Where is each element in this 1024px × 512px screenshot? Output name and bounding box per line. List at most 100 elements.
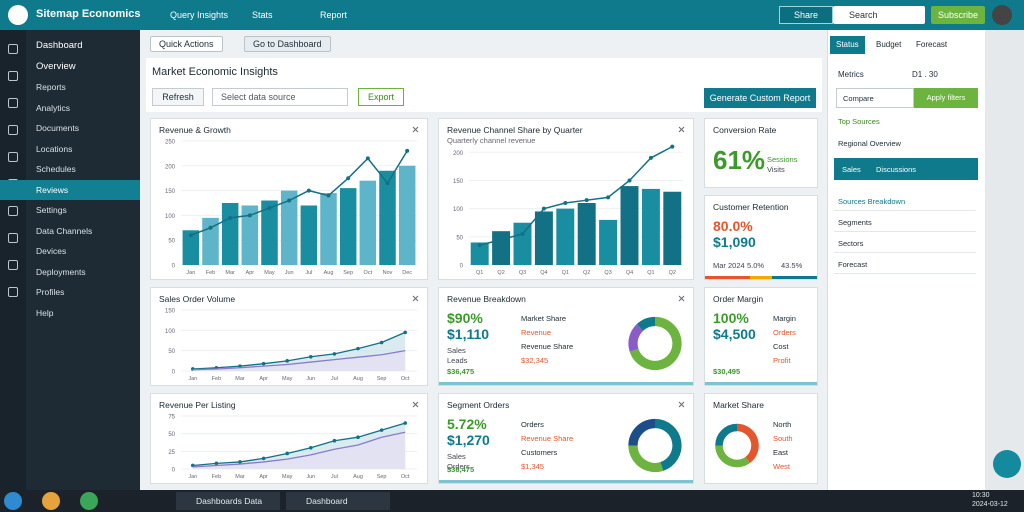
nav-item[interactable]: Query Insights bbox=[170, 10, 229, 20]
kpi-row: Leads bbox=[447, 356, 468, 365]
sidebar-item[interactable]: Schedules bbox=[36, 164, 76, 174]
sidebar-item[interactable]: Profiles bbox=[36, 287, 65, 297]
bar bbox=[379, 170, 396, 265]
logo bbox=[8, 5, 28, 25]
nav-item[interactable]: Stats bbox=[252, 10, 273, 20]
app-icon[interactable] bbox=[80, 492, 98, 510]
bar bbox=[280, 190, 298, 265]
sidebar-item[interactable]: Overview bbox=[36, 60, 76, 72]
bar bbox=[492, 231, 511, 265]
y-tick-label: 150 bbox=[165, 189, 176, 195]
card-title: Revenue Breakdown bbox=[447, 294, 526, 304]
x-tick-label: Nov bbox=[383, 270, 393, 276]
trend-point bbox=[520, 232, 525, 236]
y-tick-label: 200 bbox=[165, 164, 176, 170]
refresh-button[interactable]: Refresh bbox=[152, 88, 204, 106]
kpi-side: Sessions bbox=[767, 155, 798, 164]
task-item[interactable]: Dashboards Data bbox=[176, 492, 280, 510]
x-tick-label: Feb bbox=[212, 376, 221, 382]
card: 0 50 100 150 200 Q1 Q2 Q3 Q4 Q1 Q2 Q3 Q4 Q1 Q2 Revenue … bbox=[438, 118, 694, 280]
sidebar-item[interactable]: Devices bbox=[36, 246, 67, 256]
kpi-label: Revenue bbox=[521, 328, 552, 337]
y-tick-label: 50 bbox=[168, 239, 175, 245]
nav-item[interactable]: Report bbox=[320, 10, 348, 20]
trend-point bbox=[648, 155, 653, 160]
task-item[interactable]: Dashboard bbox=[286, 492, 390, 510]
share-button[interactable]: Share bbox=[779, 6, 833, 24]
kpi-label: Margin bbox=[773, 314, 796, 323]
x-tick-label: Apr bbox=[259, 474, 268, 480]
help-button[interactable] bbox=[993, 450, 1021, 478]
sidebar-item[interactable]: Reviews bbox=[0, 179, 140, 200]
card-title: Sales Order Volume bbox=[159, 294, 236, 304]
x-tick-label: Apr bbox=[259, 376, 268, 382]
tab[interactable]: Quick Actions bbox=[150, 36, 223, 52]
kpi-row: Orders bbox=[447, 462, 470, 471]
selected-row[interactable]: Sales Discussions bbox=[834, 158, 978, 180]
kpi-value: 100% bbox=[713, 310, 749, 326]
kpi-label: Market Share bbox=[521, 314, 567, 323]
kpi-foot: $30,495 bbox=[713, 367, 741, 376]
donut-segment bbox=[629, 316, 682, 371]
sidebar-icon bbox=[8, 125, 18, 135]
sidebar-item[interactable]: Data Channels bbox=[36, 225, 93, 236]
list-item[interactable]: Sources Breakdown bbox=[838, 197, 906, 206]
trend-point bbox=[606, 195, 611, 200]
compare-box[interactable]: Compare bbox=[836, 88, 914, 108]
card-graphic: 0 50 100 150 Jan Feb Mar Apr May Jun Jul Aug Sep Oct bbox=[165, 295, 419, 382]
list-item[interactable]: Segments bbox=[838, 218, 872, 227]
tab[interactable]: Go to Dashboard bbox=[244, 36, 331, 52]
app-icon[interactable] bbox=[42, 492, 60, 510]
top-sources: Top Sources bbox=[838, 117, 880, 126]
list-item[interactable]: Forecast bbox=[838, 260, 868, 269]
apply-button[interactable]: Apply filters bbox=[914, 88, 978, 108]
line bbox=[192, 431, 406, 468]
card: Market Share North South East West bbox=[704, 393, 818, 484]
y-tick-label: 100 bbox=[165, 214, 176, 220]
kpi-foot: 43.5% bbox=[781, 261, 803, 270]
x-tick-label: Mar bbox=[235, 376, 245, 382]
x-tick-label: Feb bbox=[206, 270, 215, 276]
sidebar-item[interactable]: Documents bbox=[36, 123, 79, 133]
trend-point bbox=[563, 201, 568, 205]
clock: 10:30 bbox=[972, 492, 990, 499]
kpi-row: Sales bbox=[447, 346, 466, 355]
bar bbox=[261, 200, 278, 265]
kpi-foot: Mar 2024 bbox=[713, 261, 745, 270]
panel-tab[interactable]: Forecast bbox=[916, 40, 948, 49]
point bbox=[379, 340, 384, 345]
card: Segment Orders 5.72% $1,270 Sales Orders $36,… bbox=[438, 393, 694, 484]
x-tick-label: Oct bbox=[401, 474, 410, 480]
sidebar-item[interactable]: Dashboard bbox=[36, 40, 83, 51]
panel-tab[interactable]: Budget bbox=[876, 40, 902, 49]
sidebar-item[interactable]: Deployments bbox=[36, 266, 86, 277]
bar bbox=[599, 219, 618, 265]
y-tick-label: 50 bbox=[168, 349, 175, 355]
subscribe-button[interactable]: Subscribe bbox=[931, 6, 985, 24]
trend-point bbox=[627, 178, 632, 183]
sidebar-item[interactable]: Help bbox=[36, 307, 54, 318]
x-tick-label: Aug bbox=[324, 270, 334, 276]
kpi-value-2: $4,500 bbox=[713, 326, 756, 342]
avatar[interactable] bbox=[992, 5, 1012, 25]
list-item[interactable]: Sectors bbox=[838, 239, 864, 248]
trend-point bbox=[346, 176, 351, 181]
x-tick-label: Q1 bbox=[647, 270, 654, 276]
panel-tab[interactable]: Status bbox=[830, 36, 865, 54]
source-select[interactable]: Select data source bbox=[212, 88, 348, 106]
generate-button[interactable]: Generate Custom Report bbox=[704, 88, 816, 108]
point bbox=[285, 359, 289, 363]
search-box[interactable]: Search bbox=[833, 6, 925, 24]
start-button[interactable] bbox=[4, 492, 22, 510]
trend-point bbox=[365, 156, 370, 161]
sidebar-item[interactable]: Locations bbox=[36, 143, 73, 154]
export-button[interactable]: Export bbox=[358, 88, 404, 106]
donut-segment bbox=[628, 445, 664, 473]
kpi-label: South bbox=[773, 434, 793, 443]
card: Order Margin 100% $4,500 $30,495 Margin Order… bbox=[704, 287, 818, 386]
sidebar-item[interactable]: Analytics bbox=[36, 102, 71, 113]
sidebar-item[interactable]: Settings bbox=[36, 205, 67, 215]
x-tick-label: Q2 bbox=[497, 270, 504, 276]
kpi-foot: $36,475 bbox=[447, 465, 475, 474]
sidebar-item[interactable]: Reports bbox=[36, 82, 66, 92]
